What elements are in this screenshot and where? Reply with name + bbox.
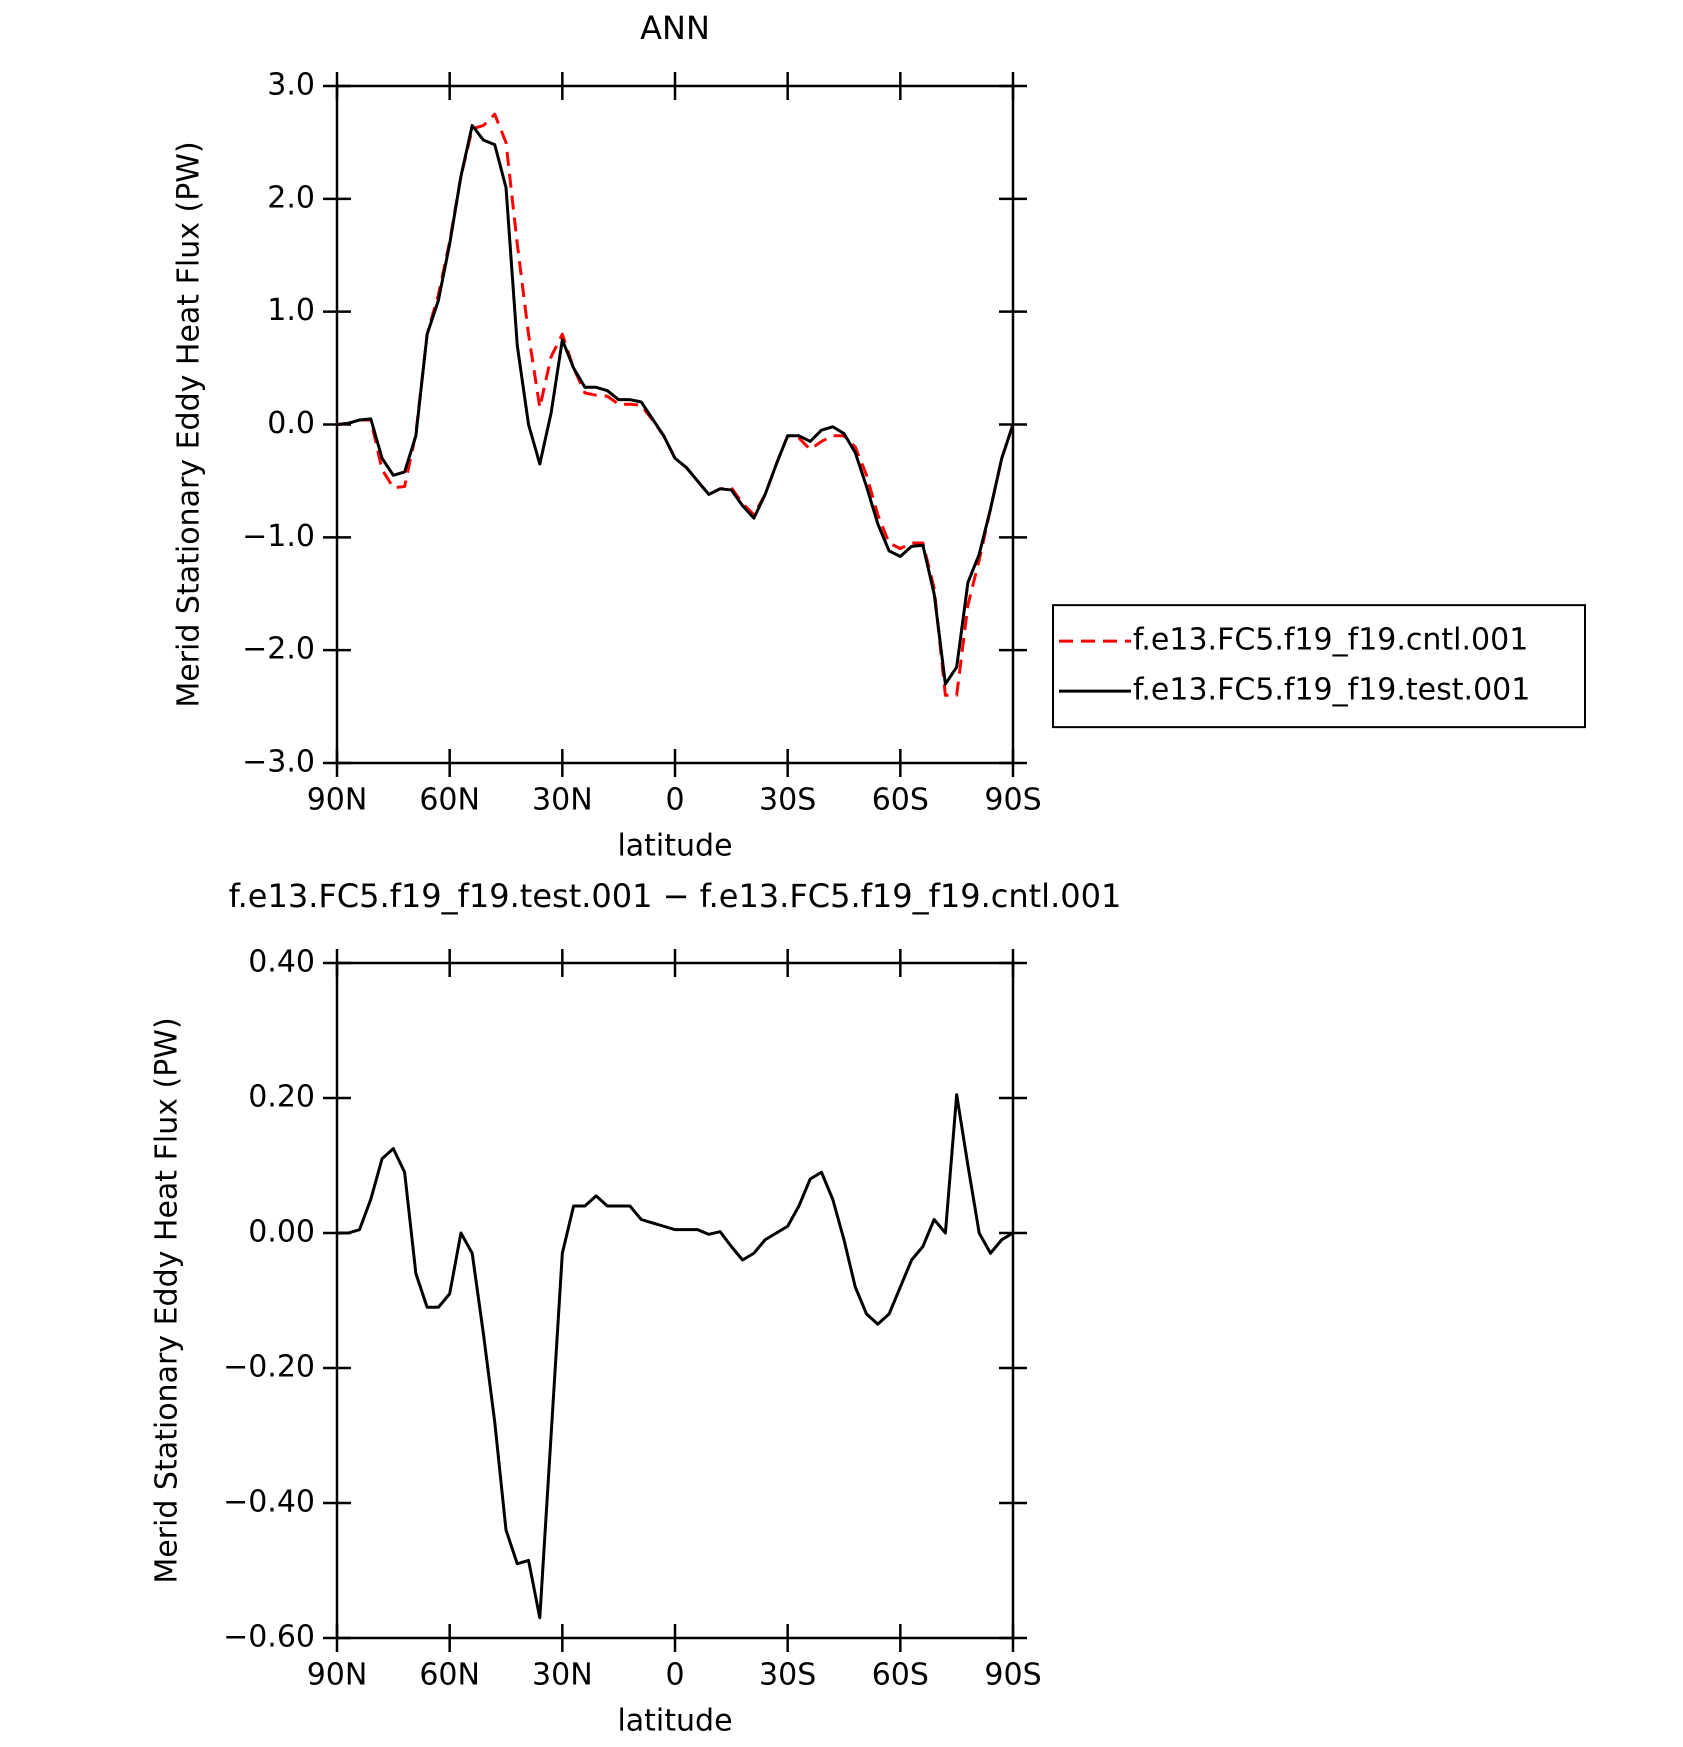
plot-frame bbox=[335, 84, 1015, 765]
y-tick-label: 0.20 bbox=[248, 1080, 315, 1115]
y-tick-label: −0.40 bbox=[223, 1485, 315, 1520]
y-tick-label: 2.0 bbox=[267, 180, 315, 215]
y-tick-label: −1.0 bbox=[242, 519, 315, 554]
x-tick-label: 60S bbox=[872, 783, 929, 818]
y-tick-label: −0.20 bbox=[223, 1350, 315, 1385]
x-tick-label: 90S bbox=[984, 783, 1041, 818]
x-tick-label: 90S bbox=[984, 1658, 1041, 1693]
x-tick-label: 30S bbox=[759, 1658, 816, 1693]
x-tick-label: 0 bbox=[665, 1658, 684, 1693]
legend-box bbox=[1052, 604, 1586, 729]
plot-frame bbox=[335, 961, 1015, 1640]
legend-label: f.e13.FC5.f19_f19.cntl.001 bbox=[1133, 623, 1528, 658]
x-tick-label: 60N bbox=[419, 783, 480, 818]
y-tick-label: 3.0 bbox=[267, 68, 315, 103]
y-tick-label: −3.0 bbox=[242, 745, 315, 780]
x-tick-label: 30N bbox=[532, 783, 593, 818]
y-tick-label: 0.00 bbox=[248, 1215, 315, 1250]
y-tick-label: 1.0 bbox=[267, 293, 315, 328]
chart-title: f.e13.FC5.f19_f19.test.001 − f.e13.FC5.f… bbox=[229, 877, 1122, 915]
x-axis-label: latitude bbox=[617, 829, 732, 864]
x-tick-label: 30S bbox=[759, 783, 816, 818]
x-axis-label: latitude bbox=[617, 1704, 732, 1739]
legend-label: f.e13.FC5.f19_f19.test.001 bbox=[1133, 673, 1530, 708]
x-tick-label: 60S bbox=[872, 1658, 929, 1693]
y-tick-label: 0.0 bbox=[267, 406, 315, 441]
y-axis-label: Merid Stationary Eddy Heat Flux (PW) bbox=[172, 141, 207, 707]
series-line bbox=[336, 123, 1015, 686]
x-tick-label: 0 bbox=[665, 783, 684, 818]
y-tick-label: −2.0 bbox=[242, 632, 315, 667]
chart-title: ANN bbox=[640, 9, 710, 47]
series-line bbox=[336, 112, 1015, 697]
y-tick-label: −0.60 bbox=[223, 1620, 315, 1655]
x-tick-label: 30N bbox=[532, 1658, 593, 1693]
x-tick-label: 60N bbox=[419, 1658, 480, 1693]
x-tick-label: 90N bbox=[307, 783, 368, 818]
series-line bbox=[337, 1093, 1014, 1620]
y-tick-label: 0.40 bbox=[248, 945, 315, 980]
x-tick-label: 90N bbox=[307, 1658, 368, 1693]
y-axis-label: Merid Stationary Eddy Heat Flux (PW) bbox=[150, 1017, 185, 1583]
